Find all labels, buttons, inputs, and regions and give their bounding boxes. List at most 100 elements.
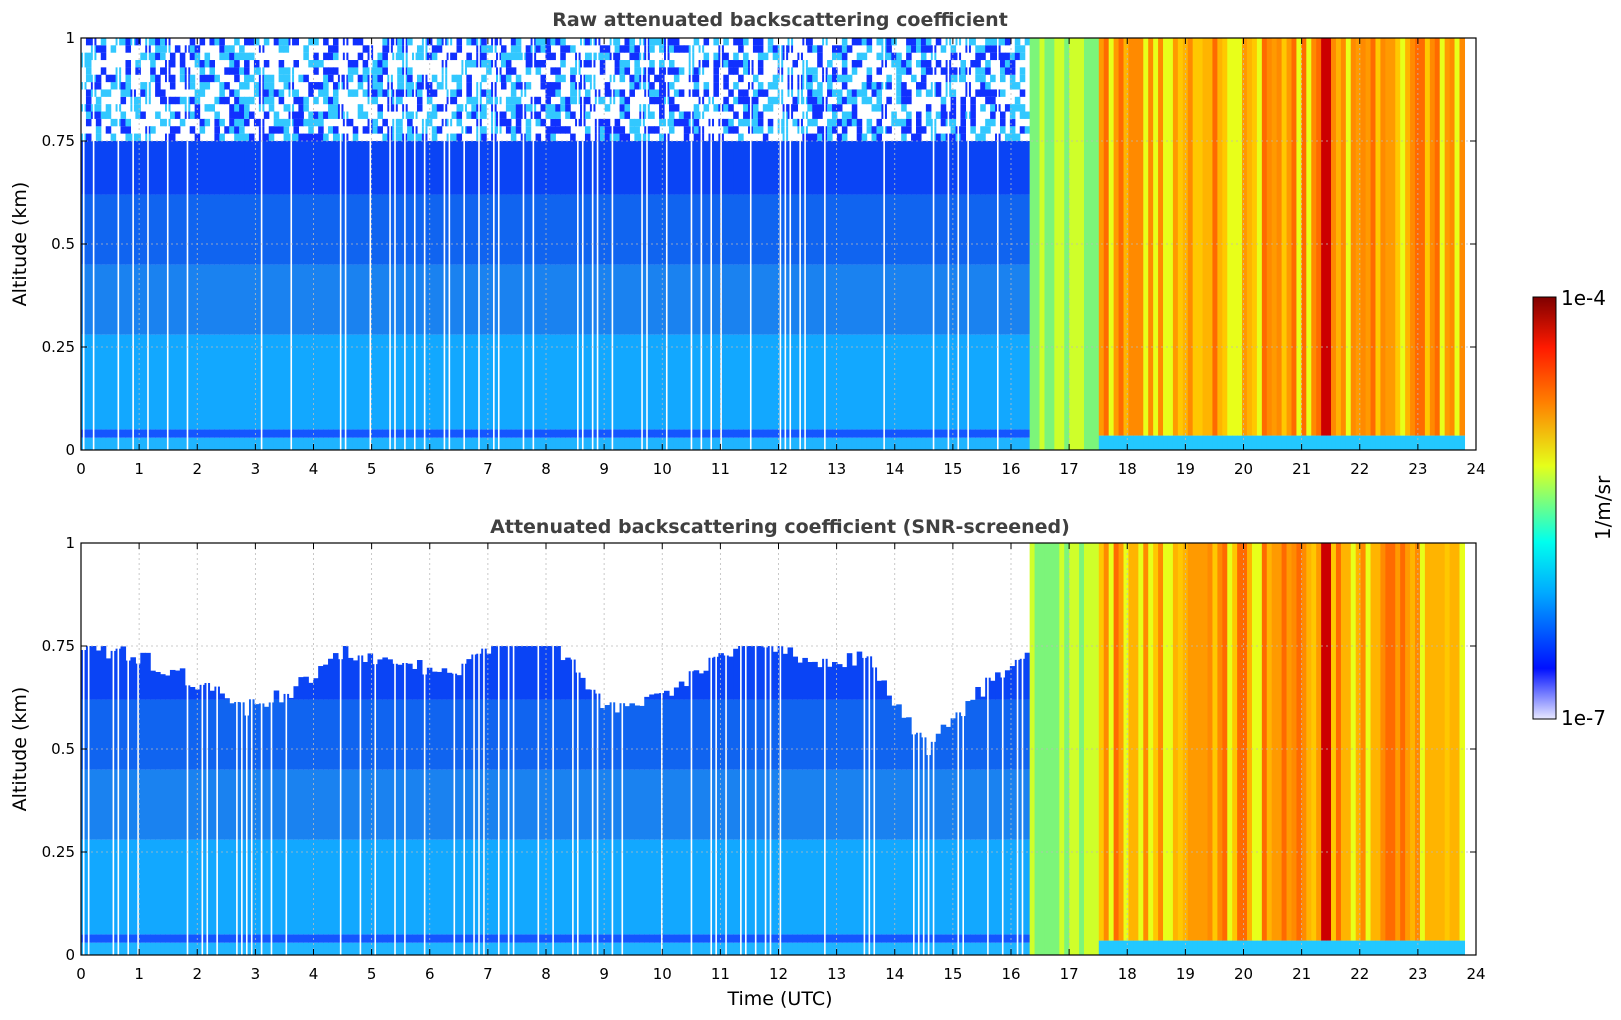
heatmap-cell xyxy=(466,429,472,438)
heatmap-cell xyxy=(629,429,635,438)
heatmap-cell xyxy=(283,264,290,335)
heatmap-cell xyxy=(204,264,211,335)
heatmap-cell xyxy=(1009,126,1016,134)
heatmap-cell xyxy=(382,118,388,127)
heatmap-cell xyxy=(940,96,947,105)
heatmap-cell xyxy=(219,264,225,335)
heatmap-cell xyxy=(876,334,883,430)
heatmap-cell xyxy=(664,942,670,955)
data-gap xyxy=(912,543,915,955)
heatmap-cell xyxy=(659,104,665,112)
heatmap-cell xyxy=(1296,543,1302,941)
heatmap-cell xyxy=(130,657,136,700)
heatmap-cell xyxy=(239,118,245,127)
heatmap-cell xyxy=(560,194,566,265)
heatmap-cell xyxy=(807,141,813,195)
data-gap xyxy=(740,543,742,955)
heatmap-cell xyxy=(1197,435,1204,450)
heatmap-cell xyxy=(416,334,423,430)
data-gap xyxy=(493,38,495,450)
heatmap-cell xyxy=(599,126,606,134)
heatmap-cell xyxy=(342,942,349,955)
heatmap-cell xyxy=(906,437,912,450)
heatmap-cell xyxy=(323,52,329,61)
heatmap-cell xyxy=(451,141,458,195)
heatmap-cell xyxy=(807,67,813,75)
heatmap-cell xyxy=(120,82,127,90)
heatmap-cell xyxy=(525,437,532,450)
heatmap-cell xyxy=(812,429,818,438)
heatmap-cell xyxy=(614,141,621,195)
heatmap-cell xyxy=(219,133,225,141)
heatmap-cell xyxy=(481,264,487,335)
heatmap-cell xyxy=(718,653,724,700)
heatmap-cell xyxy=(169,52,176,61)
heatmap-cell xyxy=(866,334,873,430)
heatmap-cell xyxy=(372,67,379,75)
heatmap-cell xyxy=(535,37,542,46)
heatmap-cell xyxy=(1335,435,1342,450)
heatmap-cell xyxy=(614,264,621,335)
heatmap-cell xyxy=(1177,940,1184,955)
heatmap-cell xyxy=(851,942,858,955)
heatmap-cell xyxy=(441,699,448,770)
heatmap-cell xyxy=(446,942,453,955)
heatmap-cell xyxy=(1217,435,1223,450)
heatmap-cell xyxy=(1410,38,1416,436)
heatmap-cell xyxy=(1419,435,1426,450)
heatmap-cell xyxy=(120,96,127,105)
heatmap-cell xyxy=(718,699,724,770)
heatmap-cell xyxy=(520,769,527,840)
data-gap xyxy=(873,543,876,955)
heatmap-cell xyxy=(288,697,295,700)
heatmap-cell xyxy=(471,264,477,335)
heatmap-cell xyxy=(219,437,225,450)
heatmap-cell xyxy=(298,429,304,438)
heatmap-cell xyxy=(1340,543,1347,941)
heatmap-cell xyxy=(1019,67,1026,75)
heatmap-cell xyxy=(431,671,438,700)
heatmap-cell xyxy=(90,699,97,770)
heatmap-cell xyxy=(293,111,299,119)
heatmap-cell xyxy=(881,934,887,943)
heatmap-cell xyxy=(1118,543,1125,941)
heatmap-cell xyxy=(150,264,156,335)
heatmap-cell xyxy=(555,82,561,90)
heatmap-cell xyxy=(975,141,981,195)
heatmap-cell xyxy=(995,769,1001,840)
heatmap-cell xyxy=(214,141,220,195)
heatmap-cell xyxy=(980,696,986,700)
heatmap-cell xyxy=(135,264,141,335)
heatmap-cell xyxy=(273,839,280,935)
heatmap-cell xyxy=(253,437,260,450)
heatmap-cell xyxy=(767,264,774,335)
heatmap-cell xyxy=(846,111,853,119)
heatmap-cell xyxy=(619,89,626,97)
heatmap-cell xyxy=(303,52,309,61)
heatmap-cell xyxy=(906,429,912,438)
heatmap-cell xyxy=(634,141,640,195)
heatmap-cell xyxy=(940,934,947,943)
heatmap-cell xyxy=(293,769,299,840)
heatmap-cell xyxy=(871,429,878,438)
heatmap-cell xyxy=(565,942,571,955)
heatmap-cell xyxy=(263,96,270,105)
heatmap-cell xyxy=(713,89,719,97)
heatmap-cell xyxy=(451,89,458,97)
heatmap-cell xyxy=(155,437,161,450)
heatmap-cell xyxy=(436,264,443,335)
heatmap-cell xyxy=(540,82,547,90)
heatmap-cell xyxy=(911,194,917,265)
heatmap-cell xyxy=(278,141,285,195)
heatmap-cell xyxy=(985,126,991,134)
heatmap-cell xyxy=(95,699,102,770)
heatmap-cell xyxy=(802,699,808,770)
heatmap-cell xyxy=(416,660,423,700)
heatmap-cell xyxy=(169,96,176,105)
heatmap-cell xyxy=(1217,38,1223,436)
heatmap-cell xyxy=(347,67,354,75)
heatmap-cell xyxy=(738,133,744,141)
heatmap-cell xyxy=(871,82,878,90)
heatmap-cell xyxy=(960,194,967,265)
heatmap-cell xyxy=(807,45,813,53)
